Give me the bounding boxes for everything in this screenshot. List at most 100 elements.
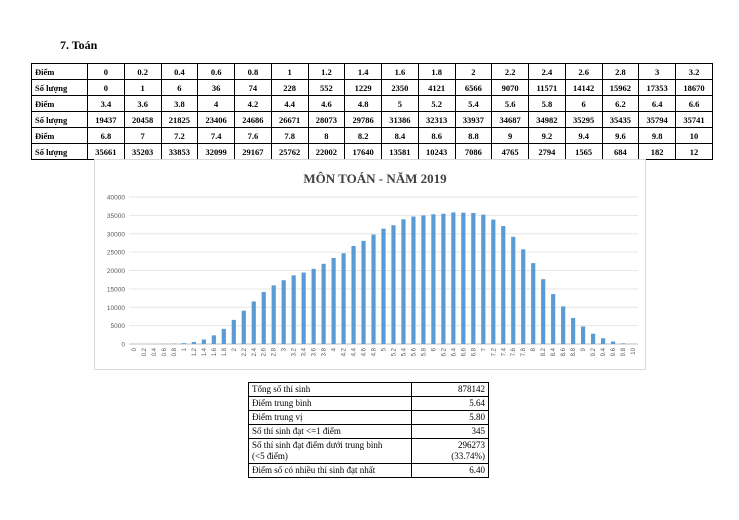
count-cell: 1565 xyxy=(564,143,603,160)
score-cell: 0.8 xyxy=(234,63,272,80)
bar xyxy=(321,263,326,344)
count-cell: 17640 xyxy=(344,143,382,160)
summary-label: Số thí sinh đạt <=1 điểm xyxy=(248,424,412,439)
bar xyxy=(221,328,226,344)
x-tick-label: 7.2 xyxy=(491,347,497,356)
count-cell: 74 xyxy=(234,79,272,96)
summary-label-text: Số thí sinh đạt <=1 điểm xyxy=(252,426,341,436)
x-tick-label: 4 xyxy=(332,347,338,351)
row-label: Số lượng xyxy=(31,143,88,160)
summary-label-text: Điểm trung bình xyxy=(252,398,312,408)
x-tick-label: 3.6 xyxy=(312,347,318,356)
count-cell: 13581 xyxy=(381,143,419,160)
score-cell: 5.4 xyxy=(454,95,493,112)
count-cell: 29786 xyxy=(344,111,382,128)
x-tick-label: 3 xyxy=(282,347,288,351)
bar xyxy=(261,292,266,344)
count-cell: 182 xyxy=(638,143,676,160)
summary-value: 296273 (33.74%) xyxy=(411,438,489,464)
bar xyxy=(201,339,206,344)
x-tick-label: 0.2 xyxy=(142,347,148,356)
bar xyxy=(251,301,256,344)
x-tick-label: 3.4 xyxy=(302,347,308,356)
summary-value-text: 345 xyxy=(471,426,486,436)
y-tick-label: 5000 xyxy=(111,323,126,330)
bar xyxy=(431,214,436,344)
score-cell: 3 xyxy=(638,63,676,80)
count-cell: 32313 xyxy=(417,111,456,128)
summary-value: 5.64 xyxy=(411,396,489,411)
count-cell: 25762 xyxy=(270,143,309,160)
score-cell: 6 xyxy=(564,95,603,112)
count-cell: 24686 xyxy=(234,111,272,128)
summary-row: Điểm trung bình 5.64 xyxy=(248,396,489,411)
summary-value: 5.80 xyxy=(411,410,489,425)
score-cell: 4.8 xyxy=(344,95,382,112)
count-cell: 0 xyxy=(87,79,125,96)
x-tick-label: 1.2 xyxy=(192,347,198,356)
summary-row: Điểm trung vị 5.80 xyxy=(248,410,489,425)
bar xyxy=(461,212,466,344)
count-cell: 35295 xyxy=(564,111,603,128)
count-row: Số lượng 0 1 6 36 74 228 552 1229 2350 4121 6566 907… xyxy=(31,79,713,96)
bar xyxy=(521,249,526,344)
score-cell: 2.6 xyxy=(564,63,603,80)
x-tick-label: 4.6 xyxy=(362,347,368,356)
x-tick-label: 8.2 xyxy=(541,347,547,356)
summary-label: Số thí sinh đạt điểm dưới trung bình (<5 … xyxy=(248,438,412,464)
bar xyxy=(531,263,536,344)
x-tick-label: 7.8 xyxy=(521,347,527,356)
bar xyxy=(301,272,306,344)
score-cell: 6.2 xyxy=(601,95,640,112)
count-cell: 35203 xyxy=(123,143,162,160)
x-tick-label: 10 xyxy=(631,347,637,354)
score-cell: 2.2 xyxy=(491,63,529,80)
summary-label-text: Tổng số thí sinh xyxy=(252,384,311,394)
bar xyxy=(571,317,576,344)
x-tick-label: 7.6 xyxy=(511,347,517,356)
count-row: Số lượng 35661 35203 33853 32099 29167 25762 22… xyxy=(31,143,713,160)
count-cell: 26671 xyxy=(270,111,309,128)
bar xyxy=(191,341,196,344)
bar xyxy=(341,253,346,344)
score-cell: 2.4 xyxy=(528,63,566,80)
bar xyxy=(181,343,186,344)
count-cell: 20458 xyxy=(123,111,162,128)
score-cell: 4.2 xyxy=(234,95,272,112)
count-cell: 2794 xyxy=(528,143,566,160)
score-cell: 8.6 xyxy=(417,127,456,144)
count-cell: 1229 xyxy=(344,79,382,96)
score-cell: 4.4 xyxy=(270,95,309,112)
x-tick-label: 1.4 xyxy=(202,347,208,356)
score-cell: 1.4 xyxy=(344,63,382,80)
bar xyxy=(391,225,396,344)
bar xyxy=(600,338,606,344)
count-cell: 6566 xyxy=(454,79,493,96)
x-tick-label: 2.2 xyxy=(242,347,248,356)
score-cell: 5.6 xyxy=(491,95,529,112)
score-cell: 5.2 xyxy=(417,95,456,112)
count-row: Số lượng 19437 20458 21825 23406 24686 26671 28… xyxy=(31,111,713,128)
score-row: Điểm 0 0.2 0.4 0.6 0.8 1 1.2 1.4 1.6 1.8 2 2.2 2.4 2.6… xyxy=(31,63,713,80)
score-cell: 7.4 xyxy=(197,127,235,144)
count-cell: 31386 xyxy=(381,111,419,128)
bar xyxy=(381,228,386,344)
x-tick-label: 1 xyxy=(182,347,188,351)
score-cell: 1.2 xyxy=(307,63,346,80)
score-cell: 0.2 xyxy=(123,63,162,80)
bar xyxy=(541,279,546,344)
x-tick-label: 5.6 xyxy=(411,347,417,356)
x-tick-label: 8.6 xyxy=(561,347,567,356)
x-tick-label: 7.4 xyxy=(501,347,507,356)
bar xyxy=(581,326,586,344)
bar xyxy=(620,343,626,344)
count-cell: 35794 xyxy=(638,111,676,128)
score-cell: 9.8 xyxy=(638,127,676,144)
summary-row: Điểm số có nhiều thí sinh đạt nhất 6.40 xyxy=(248,463,489,478)
count-cell: 21825 xyxy=(160,111,199,128)
summary-row: Số thí sinh đạt điểm dưới trung bình (<5 … xyxy=(248,438,489,464)
bar xyxy=(551,294,556,344)
summary-value: 878142 xyxy=(411,382,489,397)
x-tick-label: 3.8 xyxy=(322,347,328,356)
bar xyxy=(241,310,246,344)
